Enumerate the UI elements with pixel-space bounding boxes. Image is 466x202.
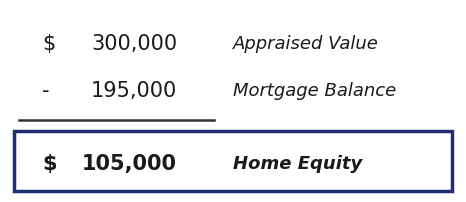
Text: $: $: [42, 154, 56, 174]
Text: 300,000: 300,000: [91, 34, 177, 55]
Text: 105,000: 105,000: [82, 154, 177, 174]
Text: -: -: [42, 81, 49, 101]
Text: $: $: [42, 34, 55, 55]
Text: Appraised Value: Appraised Value: [233, 35, 379, 54]
Text: 195,000: 195,000: [91, 81, 177, 101]
FancyBboxPatch shape: [14, 131, 452, 191]
Text: Home Equity: Home Equity: [233, 155, 362, 173]
Text: Mortgage Balance: Mortgage Balance: [233, 82, 396, 100]
